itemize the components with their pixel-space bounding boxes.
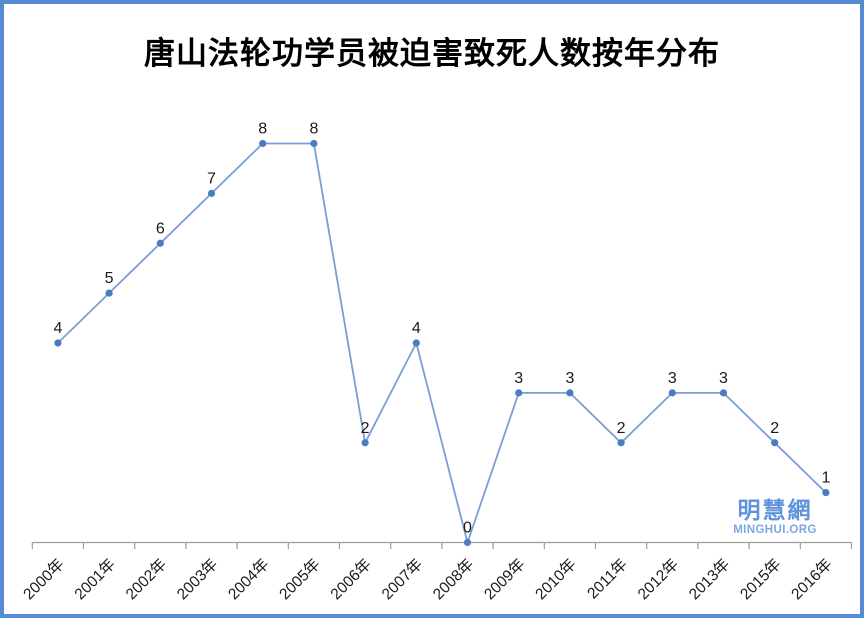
data-point-label: 2 <box>617 420 626 437</box>
data-point-label: 0 <box>463 520 472 537</box>
data-point <box>566 389 574 397</box>
data-point-label: 3 <box>514 370 523 387</box>
x-axis-label: 2002年 <box>122 555 170 603</box>
x-axis-label: 2006年 <box>327 555 375 603</box>
data-point <box>515 389 523 397</box>
data-series-line <box>57 142 827 544</box>
x-axis-label: 2016年 <box>788 555 836 603</box>
data-point <box>412 339 420 347</box>
x-axis-label: 2015年 <box>736 555 784 603</box>
data-point-label: 4 <box>412 320 421 337</box>
chart-title: 唐山法轮功学员被迫害致死人数按年分布 <box>144 36 720 72</box>
data-point <box>771 439 779 447</box>
data-point-label: 3 <box>719 370 728 387</box>
data-point-label: 8 <box>309 121 318 138</box>
x-axis-label: 2003年 <box>173 555 221 603</box>
data-point-label: 6 <box>156 220 165 237</box>
data-point <box>463 538 472 547</box>
data-point <box>105 289 113 297</box>
data-point <box>54 339 62 347</box>
data-point <box>617 439 625 447</box>
data-point <box>259 139 267 148</box>
x-axis-label: 2007年 <box>378 555 426 603</box>
data-point-label: 3 <box>668 370 677 387</box>
data-point-label: 5 <box>105 270 114 287</box>
data-point <box>361 439 369 447</box>
x-axis-label: 2009年 <box>480 555 528 603</box>
data-point <box>156 239 164 247</box>
data-point-label: 3 <box>565 370 574 387</box>
data-point-label: 2 <box>770 420 779 437</box>
line-chart: 4 5 6 7 8 8 2 4 0 3 3 2 3 3 2 1 2000年 2001年 2002年 2003年 2004… <box>20 121 853 603</box>
data-point-label: 1 <box>821 470 830 487</box>
data-point <box>822 489 830 497</box>
x-axis-label: 2013年 <box>685 555 733 603</box>
x-axis-label: 2008年 <box>429 555 477 603</box>
data-point <box>719 389 728 397</box>
x-axis-label: 2004年 <box>224 555 272 603</box>
data-point <box>668 389 676 397</box>
data-point-label: 2 <box>361 420 370 437</box>
data-point-label: 7 <box>207 170 216 187</box>
x-axis-label: 2012年 <box>634 555 682 603</box>
data-point-label: 8 <box>258 121 267 138</box>
x-axis-label: 2001年 <box>71 555 119 603</box>
x-axis-label: 2010年 <box>532 555 580 603</box>
data-point <box>207 189 216 197</box>
data-point-label: 4 <box>53 320 62 337</box>
x-axis-label: 2005年 <box>276 555 324 603</box>
x-axis-label: 2011年 <box>584 555 631 602</box>
data-point <box>310 139 318 148</box>
x-axis-label: 2000年 <box>20 555 68 603</box>
